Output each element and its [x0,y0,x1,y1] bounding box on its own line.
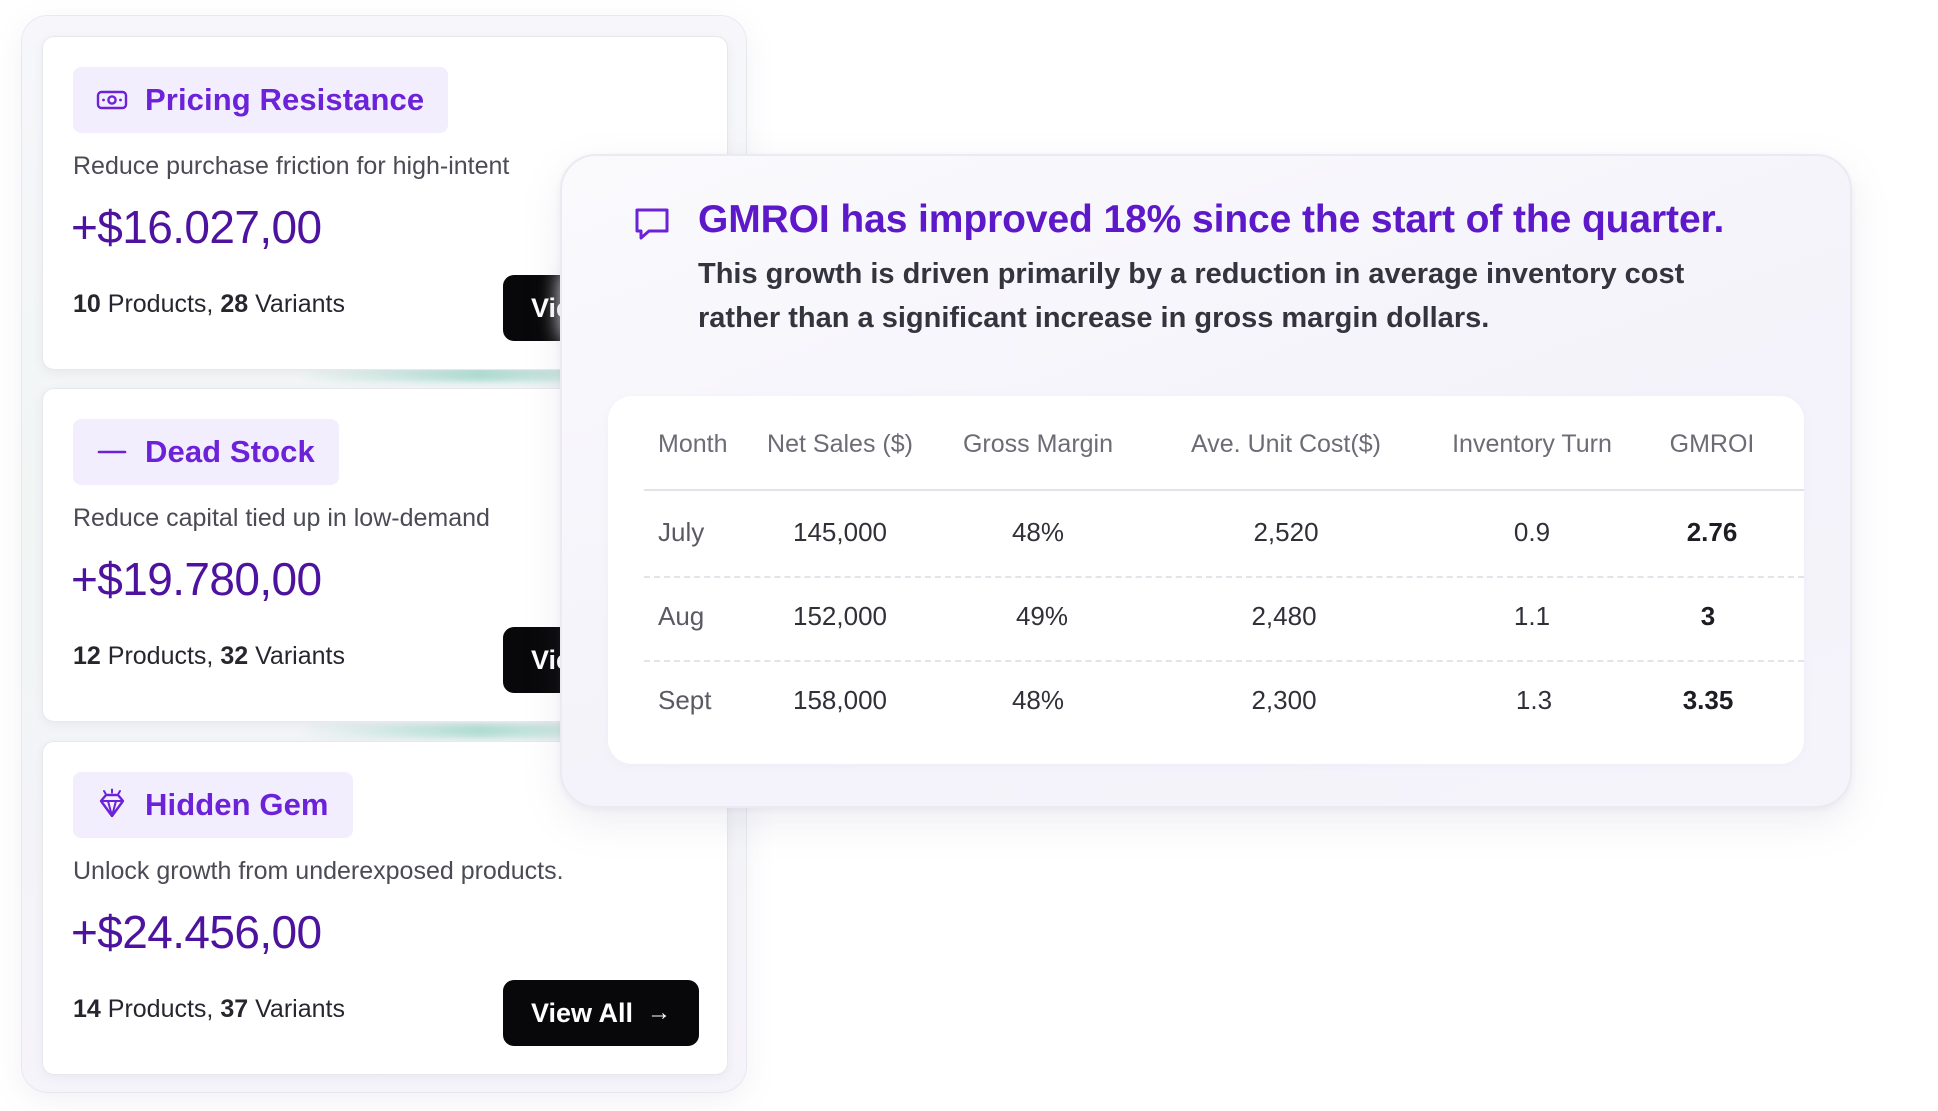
table-row-divider [644,660,1804,662]
cell-inventory-turn: 0.9 [1513,517,1551,547]
products-count: 14 [73,995,101,1023]
arrow-right-icon: → [647,999,672,1026]
opportunity-tag-label: Pricing Resistance [145,82,425,117]
cell-gross-margin: 48% [1011,685,1065,715]
variants-count: 37 [220,995,249,1023]
message-square-icon [632,204,672,244]
cell-ave-unit-cost: 2,300 [1251,685,1317,715]
column-header-month: Month [658,430,728,458]
opportunity-counts: 14 Products, 37 Variants [73,995,345,1024]
cell-net-sales: 145,000 [793,517,887,547]
cell-inventory-turn: 1.1 [1513,601,1551,631]
opportunity-value: +$16.027,00 [71,201,322,253]
opportunity-tag-label: Dead Stock [145,434,315,469]
opportunity-tag: Hidden Gem [73,772,353,838]
cell-net-sales: 152,000 [793,601,887,631]
banknote-icon [95,83,129,117]
opportunity-tag: Pricing Resistance [73,67,449,133]
cell-gmroi: 2.76 [1686,517,1738,547]
products-count: 10 [73,290,101,318]
cell-month: Sept [658,685,712,715]
cell-gmroi: 3 [1700,601,1716,631]
variants-label: Variants [255,290,345,318]
column-header-ave-unit-cost: Ave. Unit Cost($) [1191,430,1381,458]
cell-gross-margin: 49% [1015,601,1069,631]
insight-title: GMROI has improved 18% since the start o… [698,198,1725,241]
column-header-gross-margin: Gross Margin [962,430,1114,458]
variants-label: Variants [255,642,345,670]
opportunity-description: Unlock growth from underexposed products… [73,857,564,885]
gmroi-table: Month Net Sales ($) Gross Margin Ave. Un… [608,396,1804,764]
opportunity-description: Reduce purchase friction for high-intent [73,152,510,180]
opportunity-tag: Dead Stock [73,419,339,485]
opportunity-tag-label: Hidden Gem [145,787,329,822]
cell-gmroi: 3.35 [1682,685,1734,715]
column-header-inventory-turn: Inventory Turn [1452,430,1612,458]
products-label: Products, [107,995,214,1023]
column-header-gmroi: GMROI [1669,430,1755,458]
table-row-divider [644,576,1804,578]
opportunity-value: +$24.456,00 [71,906,322,958]
insight-body: This growth is driven primarily by a red… [698,252,1778,340]
variants-label: Variants [255,995,345,1023]
cell-ave-unit-cost: 2,480 [1251,601,1317,631]
view-all-button[interactable]: View All → [503,980,699,1046]
column-header-net-sales: Net Sales ($) [767,430,913,458]
cell-month: Aug [658,601,705,631]
table-header-divider [644,489,1804,491]
cell-inventory-turn: 1.3 [1515,685,1553,715]
view-all-label: View All [530,997,634,1028]
opportunity-counts: 10 Products, 28 Variants [73,290,345,319]
products-label: Products, [107,642,214,670]
cell-ave-unit-cost: 2,520 [1253,517,1319,547]
opportunity-card-hidden-gem[interactable]: Hidden Gem Unlock growth from underexpos… [42,741,728,1075]
cell-gross-margin: 48% [1011,517,1065,547]
cell-month: July [658,517,705,547]
opportunity-description: Reduce capital tied up in low-demand [73,504,490,532]
insight-body-line: rather than a significant increase in gr… [698,302,1490,334]
minus-icon [95,435,129,469]
products-label: Products, [107,290,214,318]
insight-body-line: This growth is driven primarily by a red… [698,258,1685,290]
cell-net-sales: 158,000 [793,685,887,715]
opportunity-counts: 12 Products, 32 Variants [73,642,345,671]
diamond-icon [95,788,129,822]
gmroi-insight-panel: GMROI has improved 18% since the start o… [560,154,1852,808]
products-count: 12 [73,642,101,670]
variants-count: 28 [220,290,249,318]
opportunity-value: +$19.780,00 [71,553,322,605]
variants-count: 32 [220,642,249,670]
